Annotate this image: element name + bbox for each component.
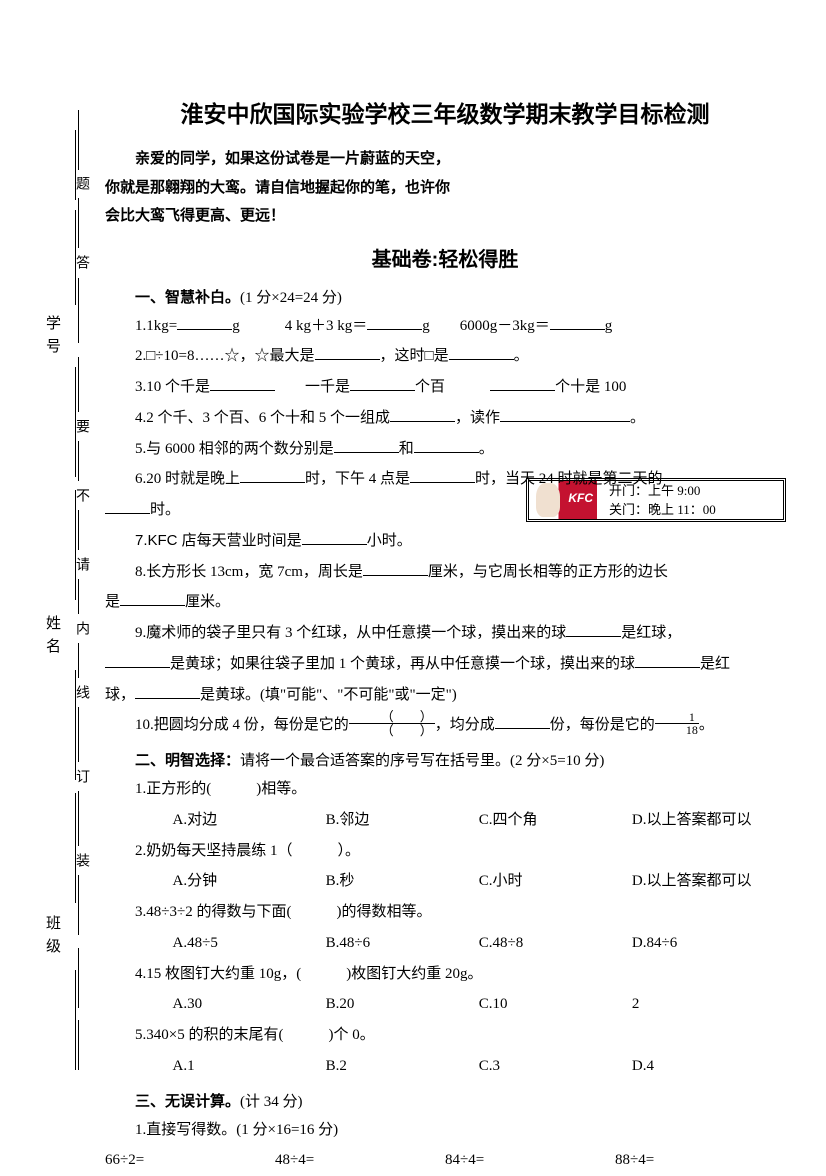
- q1-9b: 是黄球；如果往袋子里加 1 个黄球，再从中任意摸一个球，摸出来的球是红: [105, 649, 785, 680]
- q2-4: 4.15 枚图钉大约重 10g，( )枚图钉大约重 20g。: [105, 959, 785, 990]
- intro-line2: 你就是那翱翔的大鸾。请自信地握起你的笔，也许你: [105, 174, 785, 203]
- q1-2: 2.□÷10=8……☆，☆最大是，这时□是。: [105, 341, 785, 372]
- q1-9c: 球，是黄球。(填"可能"、"不可能"或"一定"): [105, 680, 785, 711]
- q2-1-opts: A.对边B.邻边C.四个角D.以上答案都可以: [105, 805, 785, 836]
- q1-7: 7.KFC 店每天营业时间是小时。: [105, 526, 785, 557]
- label-name: 姓名: [42, 615, 63, 661]
- q2-2-opts: A.分钟B.秒C.小时D.以上答案都可以: [105, 866, 785, 897]
- main-content: 淮安中欣国际实验学校三年级数学期末教学目标检测 亲爱的同学，如果这份试卷是一片蔚…: [105, 95, 785, 1176]
- q2-5: 5.340×5 的积的末尾有( )个 0。: [105, 1020, 785, 1051]
- section2-header: 二、明智选择：请将一个最合适答案的序号写在括号里。(2 分×5=10 分): [105, 749, 785, 770]
- q1-5: 5.与 6000 相邻的两个数分别是和。: [105, 434, 785, 465]
- q2-3: 3.48÷3÷2 的得数与下面( )的得数相等。: [105, 897, 785, 928]
- q2-2: 2.奶奶每天坚持晨练 1（ ）。: [105, 836, 785, 867]
- label-class: 班级: [42, 915, 63, 961]
- q1-8b: 是厘米。: [105, 587, 785, 618]
- page-title: 淮安中欣国际实验学校三年级数学期末教学目标检测: [105, 95, 785, 129]
- q1-3: 3.10 个千是 一千是个百 个十是 100: [105, 372, 785, 403]
- intro-line3: 会比大鸾飞得更高、更远！: [105, 202, 785, 231]
- binding-line: 题 答 要 不 请 内 线 订 装: [78, 110, 79, 1070]
- subtitle: 基础卷:轻松得胜: [105, 243, 785, 272]
- q1-8: 8.长方形长 13cm，宽 7cm，周长是厘米，与它周长相等的正方形的边长: [105, 557, 785, 588]
- q1-9: 9.魔术师的袋子里只有 3 个红球，从中任意摸一个球，摸出来的球是红球，: [105, 618, 785, 649]
- q1-1: 1.1kg=g 4 kg＋3 kg＝g 6000g－3kg＝g: [105, 311, 785, 342]
- q1-6b: 时。: [105, 495, 785, 526]
- q2-5-opts: A.1B.2C.3D.4: [105, 1051, 785, 1082]
- calc-row-1: 66÷2=48÷4=84÷4=88÷4=: [105, 1145, 785, 1176]
- intro-line1: 亲爱的同学，如果这份试卷是一片蔚蓝的天空，: [105, 145, 785, 174]
- label-student-id: 学号: [42, 315, 63, 361]
- q1-6: 6.20 时就是晚上时，下午 4 点是时，当天 24 时就是第二天的: [105, 464, 785, 495]
- section1-header: 一、智慧补白。(1 分×24=24 分): [105, 286, 785, 307]
- q2-3-opts: A.48÷5B.48÷6C.48÷8D.84÷6: [105, 928, 785, 959]
- q1-4: 4.2 个千、3 个百、6 个十和 5 个一组成，读作。: [105, 403, 785, 434]
- section3-header: 三、无误计算。(计 34 分): [105, 1090, 785, 1111]
- q2-4-opts: A.30B.20C.102: [105, 989, 785, 1020]
- q1-10: 10.把圆均分成 4 份，每份是它的（ ）（ ），均分成份，每份是它的118。: [105, 710, 785, 741]
- q3-sub1: 1.直接写得数。(1 分×16=16 分): [105, 1115, 785, 1146]
- q2-1: 1.正方形的( )相等。: [105, 774, 785, 805]
